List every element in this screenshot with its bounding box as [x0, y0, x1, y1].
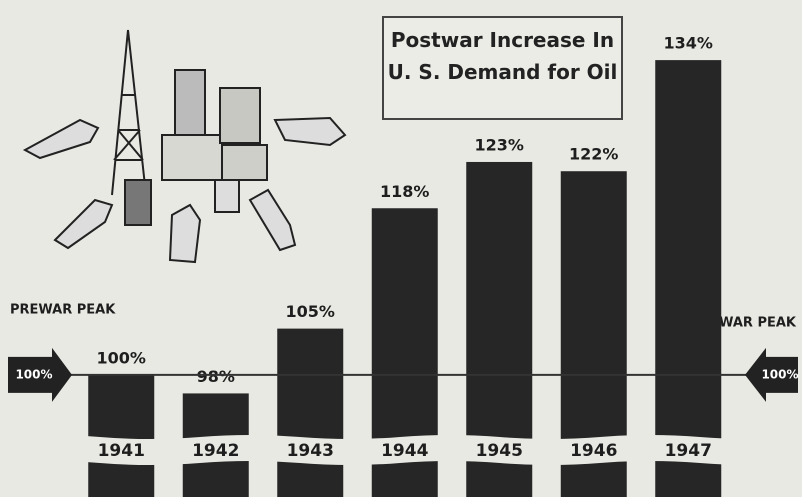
bar [655, 60, 721, 497]
bar [88, 375, 154, 497]
value-label: 122% [569, 145, 618, 164]
reference-arrow-label: 100% [15, 367, 52, 381]
x-tick-label: 1947 [665, 441, 712, 461]
x-tick-label: 1945 [476, 441, 523, 461]
value-label: 98% [197, 367, 235, 386]
chart-title: Postwar Increase In U. S. Demand for Oil [382, 16, 623, 120]
x-tick-label: 1943 [287, 441, 334, 461]
value-label: 100% [97, 348, 146, 367]
value-label: 123% [475, 135, 524, 154]
value-label: 118% [380, 182, 429, 201]
x-tick-label: 1944 [381, 441, 428, 461]
reference-arrow-label: 100% [761, 367, 798, 381]
x-tick-label: 1942 [192, 441, 239, 461]
oil-illustration [25, 30, 345, 262]
value-label: 134% [664, 34, 713, 53]
x-tick-label: 1941 [98, 441, 145, 461]
bar [277, 329, 343, 497]
chart: PREWAR PEAK PREWAR PEAK 100%98%105%118%1… [0, 0, 802, 497]
reference-label: PREWAR PEAK [10, 303, 116, 318]
value-label: 105% [286, 302, 335, 321]
x-tick-label: 1946 [570, 441, 617, 461]
